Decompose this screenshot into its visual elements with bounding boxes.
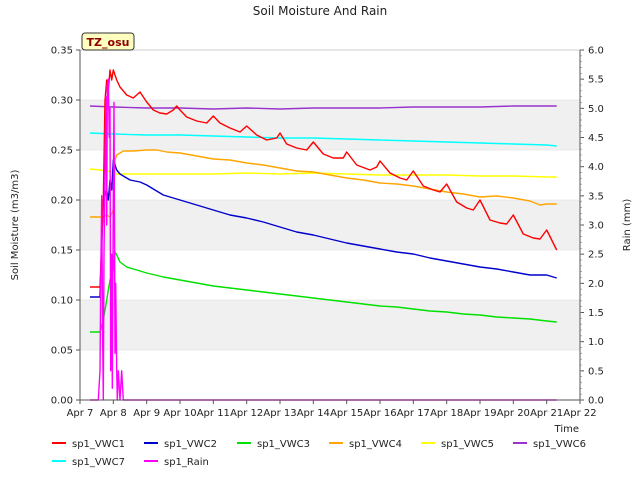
series-line-sp1-vwc1: [90, 69, 558, 288]
series-line-sp1-vwc4: [90, 149, 557, 218]
y2-tick-label: 3.5: [588, 191, 604, 202]
y2-tick-label: 2.5: [588, 250, 604, 261]
grid-band: [80, 200, 580, 250]
x-tick-label: Apr 15: [330, 408, 363, 419]
y-axis-title: Soil Moisture (m3/m3): [10, 170, 21, 281]
y-tick-label: 0.05: [51, 346, 73, 357]
series-line-sp1-vwc7: [89, 132, 557, 147]
site-badge-label: TZ_osu: [87, 36, 130, 49]
y-tick-label: 0.10: [51, 296, 73, 307]
x-tick-label: Apr 12: [230, 408, 263, 419]
y2-tick-label: 1.5: [588, 308, 604, 319]
y-tick-label: 0.25: [51, 146, 73, 157]
x-tick-label: Apr 11: [197, 408, 230, 419]
x-tick-label: Apr 18: [430, 408, 463, 419]
site-badge-box: [81, 32, 135, 51]
y2-tick-label: 5.0: [588, 104, 604, 115]
series-line-sp1-vwc6: [89, 105, 557, 110]
legend-label: sp1_VWC4: [349, 439, 402, 450]
chart-title: Soil Moisture And Rain: [253, 4, 388, 18]
y2-tick-label: 2.0: [588, 279, 604, 290]
legend-label: sp1_VWC1: [72, 439, 125, 450]
site-badge: TZ_osu: [81, 32, 135, 51]
plot-area: [79, 49, 581, 401]
x-tick-label: Apr 13: [263, 408, 296, 419]
x-tick-label: Apr 9: [133, 408, 160, 419]
left-axis: 0.00 0.05 0.10 0.15 0.20 0.25 0.30 0.35: [51, 46, 81, 407]
grid-band: [80, 300, 580, 350]
y2-tick-label: 6.0: [588, 46, 604, 57]
series-layer: [89, 69, 558, 401]
y2-tick-label: 0.0: [588, 396, 604, 407]
y2-tick-label: 0.5: [588, 366, 604, 377]
x-tick-label: Apr 10: [163, 408, 196, 419]
y2-tick-label: 4.5: [588, 133, 604, 144]
y-tick-label: 0.35: [51, 46, 73, 57]
x-tick-label: Apr 17: [397, 408, 430, 419]
x-tick-label: Apr 8: [100, 408, 127, 419]
y-tick-label: 0.15: [51, 246, 73, 257]
legend-item-sp1-vwc1: sp1_VWC1: [52, 439, 125, 450]
legend-label: sp1_VWC6: [533, 439, 586, 450]
legend-item-sp1-vwc4: sp1_VWC4: [329, 439, 402, 450]
legend: sp1_VWC1 sp1_VWC2 sp1_VWC3 sp1_VWC4 sp1_VWC5…: [52, 439, 586, 468]
legend-label: sp1_VWC5: [441, 439, 494, 450]
grid-bands: [80, 99, 580, 401]
x-axis-title: Time: [554, 424, 579, 435]
legend-item-sp1-vwc6: sp1_VWC6: [513, 439, 586, 450]
right-axis: 0.0 0.5 1.0 1.5 2.0 2.5 3.0 3.5 4.0 4.5 5.0 5.5 6.0: [579, 46, 604, 407]
legend-label: sp1_VWC2: [164, 439, 217, 450]
x-tick-label: Apr 22: [563, 408, 596, 419]
y2-axis-title: Rain (mm): [622, 199, 633, 252]
x-tick-label: Apr 19: [463, 408, 496, 419]
x-axis: Apr 7 Apr 8 Apr 9 Apr 10 Apr 11 Apr 12 Apr 13 A…: [67, 399, 597, 419]
y2-tick-label: 5.5: [588, 75, 604, 86]
y2-tick-label: 3.0: [588, 221, 604, 232]
x-tick-label: Apr 14: [297, 408, 330, 419]
legend-item-sp1-vwc7: sp1_VWC7: [52, 457, 125, 468]
y-tick-label: 0.20: [51, 196, 73, 207]
x-tick-label: Apr 21: [530, 408, 563, 419]
y-tick-label: 0.00: [51, 396, 73, 407]
x-tick-label: Apr 7: [67, 408, 94, 419]
legend-label: sp1_VWC3: [257, 439, 310, 450]
legend-label: sp1_Rain: [164, 457, 209, 468]
legend-item-sp1-vwc2: sp1_VWC2: [144, 439, 217, 450]
legend-item-sp1-vwc3: sp1_VWC3: [237, 439, 310, 450]
legend-label: sp1_VWC7: [72, 457, 125, 468]
legend-item-sp1-vwc5: sp1_VWC5: [421, 439, 494, 450]
legend-item-sp1-rain: sp1_Rain: [144, 457, 209, 468]
y2-tick-label: 1.0: [588, 337, 604, 348]
y2-tick-label: 4.0: [588, 162, 604, 173]
x-tick-label: Apr 16: [363, 408, 396, 419]
x-tick-label: Apr 20: [497, 408, 530, 419]
y-tick-label: 0.30: [51, 96, 73, 107]
